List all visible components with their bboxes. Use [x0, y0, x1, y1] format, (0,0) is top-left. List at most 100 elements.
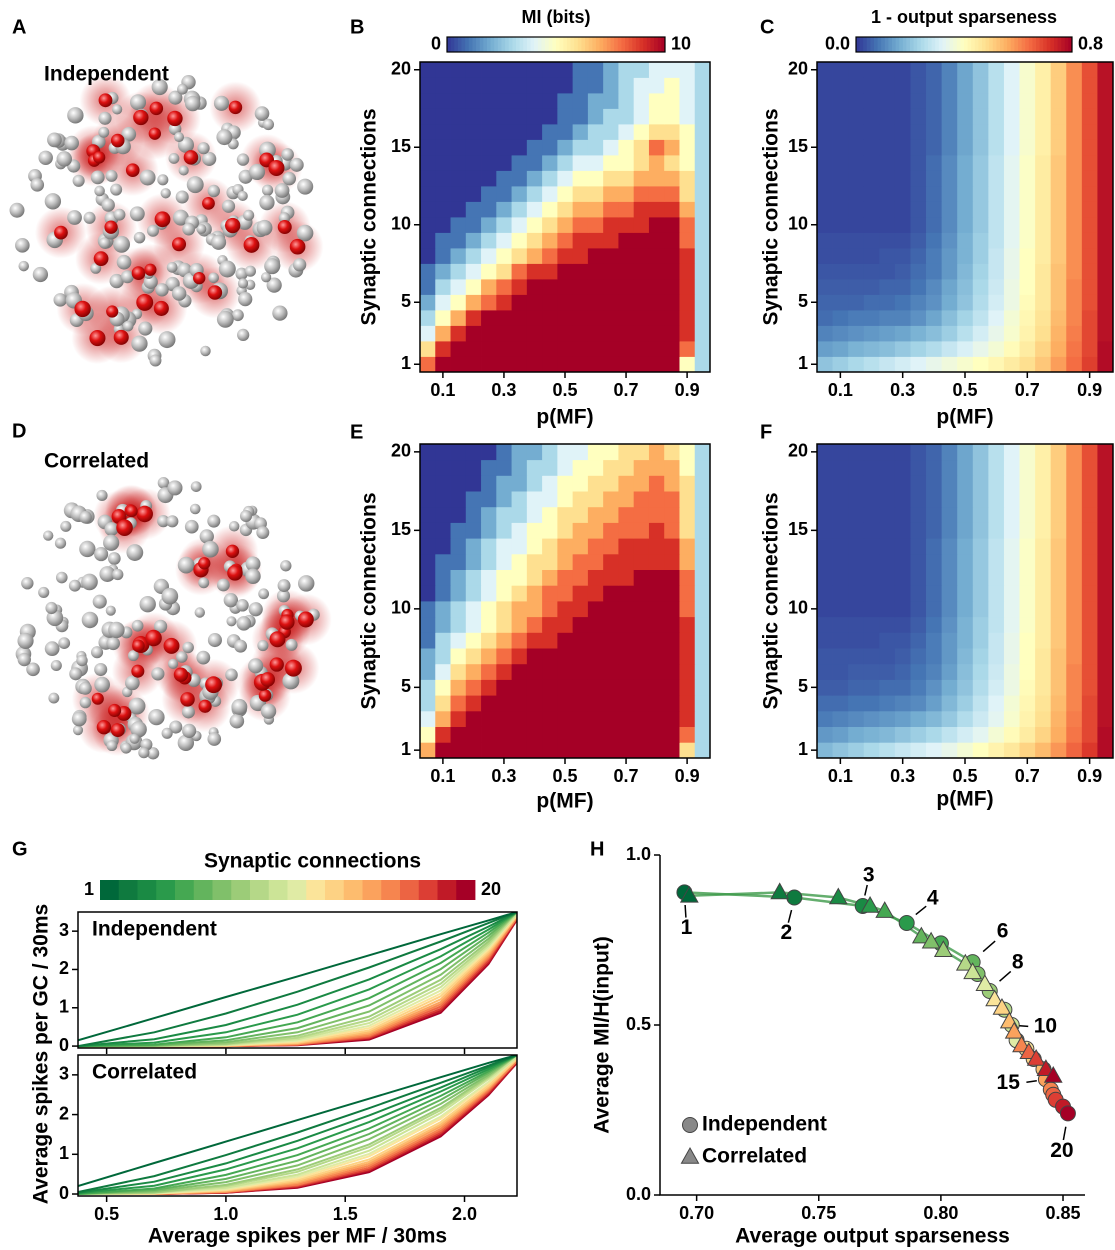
heatmap-cell — [679, 459, 696, 476]
heatmap-cell — [817, 459, 833, 476]
heatmap-cell — [1035, 217, 1052, 233]
heatmap-cell — [848, 139, 865, 156]
granule-cell — [96, 489, 108, 502]
heatmap-cell — [496, 77, 512, 94]
heatmap-cell — [832, 648, 849, 665]
heatmap-cell — [1019, 124, 1036, 140]
heatmap-cell — [972, 459, 989, 476]
heatmap-cell — [817, 710, 833, 727]
heatmap-cell — [511, 201, 528, 218]
y-tick-label: 20 — [788, 59, 808, 79]
heatmap-cell — [1050, 475, 1067, 492]
active-cell — [183, 150, 199, 165]
heatmap-cell — [879, 475, 896, 492]
granule-cell — [177, 556, 195, 574]
heatmap-cell — [694, 310, 711, 326]
label-leader — [1062, 1126, 1067, 1141]
heatmap-cell — [587, 663, 604, 680]
x-tick-label: 0.1 — [828, 380, 853, 400]
series-line — [78, 912, 517, 1048]
colorbar-step — [1057, 37, 1062, 52]
heatmap-cell — [957, 506, 974, 523]
active-cell — [173, 667, 189, 682]
heatmap-cell — [542, 62, 558, 78]
heatmap-cell — [1081, 710, 1098, 727]
heatmap-cell — [587, 232, 604, 249]
heatmap-cell — [435, 93, 451, 109]
granule-cell — [112, 104, 123, 115]
heatmap-cell — [450, 538, 467, 555]
heatmap-cell — [1097, 170, 1114, 187]
heatmap-cell — [1050, 310, 1067, 326]
heatmap-cell — [587, 695, 604, 712]
heatmap-cell — [957, 170, 974, 187]
heatmap-cell — [848, 232, 865, 249]
heatmap-cell — [694, 341, 711, 357]
heatmap-cell — [1066, 279, 1083, 295]
heatmap-cell — [435, 632, 451, 649]
active-cell — [125, 505, 138, 518]
heatmap-cell — [1003, 217, 1020, 233]
heatmap-cell — [926, 695, 943, 712]
heatmap-cell — [435, 459, 451, 476]
heatmap-cell — [664, 475, 680, 492]
heatmap-cell — [664, 263, 680, 280]
granule-cell — [161, 727, 173, 739]
heatmap-cell — [511, 616, 528, 633]
granule-cell — [153, 619, 168, 634]
active-cell — [110, 723, 125, 738]
heatmap-cell — [1050, 553, 1067, 570]
heatmap-cell — [465, 522, 482, 539]
heatmap-cell — [542, 616, 558, 633]
heatmap-cell — [694, 139, 711, 156]
granule-cell — [226, 616, 237, 627]
heatmap-cell — [511, 585, 528, 602]
heatmap-cell — [481, 616, 497, 633]
granule-cell — [151, 78, 168, 96]
heatmap-cell — [542, 726, 558, 743]
granule-cell — [94, 676, 111, 693]
heatmap-cell — [1003, 695, 1020, 712]
heatmap-cell — [832, 475, 849, 492]
y-tick-label: 10 — [788, 598, 808, 618]
granule-cell — [181, 705, 195, 719]
granule-cell — [139, 169, 156, 186]
heatmap-cell — [848, 616, 865, 633]
heatmap-cell — [988, 616, 1005, 633]
heatmap-cell — [1019, 232, 1036, 249]
heatmap-cell — [1097, 356, 1114, 373]
point — [1059, 1105, 1076, 1122]
heatmap-cell — [587, 710, 604, 727]
heatmap-cell — [910, 444, 927, 461]
heatmap-cell — [894, 93, 911, 109]
heatmap-cell — [941, 62, 958, 78]
heatmap-cell — [496, 663, 512, 680]
heatmap-cell — [1081, 506, 1098, 523]
heatmap-cell — [941, 444, 958, 461]
heatmap-cell — [863, 726, 880, 743]
active-cell — [279, 614, 295, 630]
heatmap-cell — [1003, 710, 1020, 727]
heatmap-cell — [910, 341, 927, 357]
heatmap-cell — [1035, 93, 1052, 109]
heatmap-cell — [988, 444, 1005, 461]
granule-cell — [248, 163, 266, 181]
heatmap-cell — [481, 475, 497, 492]
heatmap-cell — [1081, 62, 1098, 78]
heatmap-cell — [496, 170, 512, 187]
heatmap-cell — [1019, 93, 1036, 109]
heatmap-cell — [526, 695, 543, 712]
heatmap-cell — [848, 695, 865, 712]
heatmap-cell — [618, 62, 635, 78]
heatmap-cell — [894, 663, 911, 680]
heatmap-cell — [603, 201, 619, 218]
heatmap-cell — [988, 170, 1005, 187]
heatmap-cell — [879, 139, 896, 156]
heatmap-cell — [1097, 248, 1114, 264]
heatmap-cell — [603, 341, 619, 357]
heatmap-cell — [988, 710, 1005, 727]
heatmap-cell — [817, 170, 833, 187]
heatmap-cell — [618, 77, 635, 94]
heatmap-cell — [1019, 742, 1036, 759]
granule-cell — [216, 310, 234, 328]
